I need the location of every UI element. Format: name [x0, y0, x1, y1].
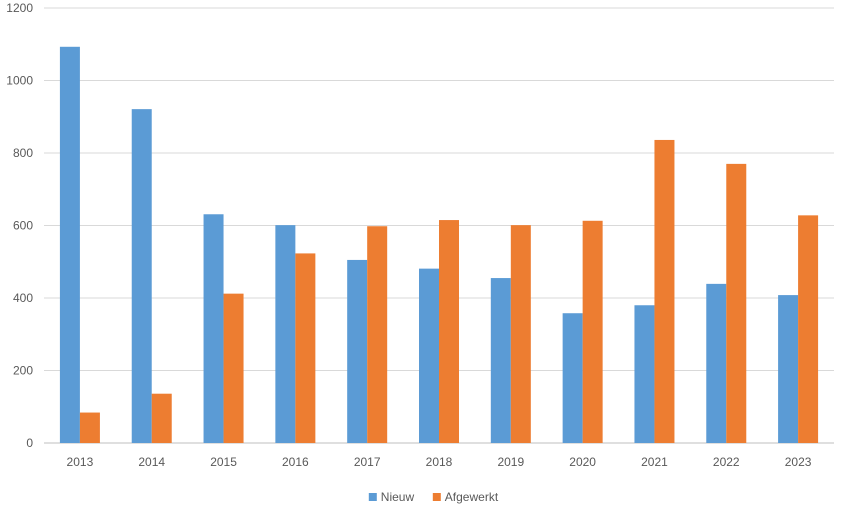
- x-tick-label: 2016: [282, 455, 309, 469]
- x-tick-label: 2021: [641, 455, 668, 469]
- bar-nieuw-2014: [131, 109, 152, 443]
- bar-afgewerkt-2013: [79, 412, 100, 443]
- bar-nieuw-2022: [706, 283, 727, 443]
- bar-nieuw-2015: [203, 214, 224, 443]
- bar-nieuw-2019: [490, 278, 511, 443]
- bar-afgewerkt-2023: [798, 215, 819, 443]
- bars: [59, 46, 819, 443]
- x-tick-label: 2023: [785, 455, 812, 469]
- legend-swatch-nieuw: [368, 493, 377, 501]
- bar-nieuw-2013: [59, 46, 80, 443]
- bar-nieuw-2021: [634, 305, 655, 443]
- bar-nieuw-2023: [778, 295, 799, 443]
- y-tick-label: 400: [13, 291, 33, 305]
- bar-afgewerkt-2014: [151, 393, 172, 443]
- bar-nieuw-2016: [275, 225, 296, 443]
- x-tick-label: 2017: [354, 455, 381, 469]
- legend-swatch-afgewerkt: [432, 493, 441, 501]
- x-tick-label: 2019: [497, 455, 524, 469]
- bar-afgewerkt-2016: [295, 253, 316, 443]
- bar-afgewerkt-2018: [439, 220, 459, 443]
- x-tick-label: 2015: [210, 455, 237, 469]
- y-tick-label: 200: [13, 364, 33, 378]
- bar-afgewerkt-2020: [582, 220, 603, 443]
- legend-label-afgewerkt: Afgewerkt: [445, 490, 499, 504]
- x-tick-label: 2013: [67, 455, 94, 469]
- y-tick-label: 1000: [6, 74, 33, 88]
- bar-nieuw-2018: [419, 268, 439, 443]
- bar-nieuw-2017: [347, 259, 368, 443]
- x-tick-label: 2014: [138, 455, 165, 469]
- x-axis: 2013 2014 2015 2016 2017 2018 2019 2020 2021 2022…: [67, 455, 812, 469]
- y-tick-label: 0: [26, 436, 33, 450]
- x-tick-label: 2022: [713, 455, 740, 469]
- y-tick-label: 600: [13, 219, 33, 233]
- y-tick-label: 800: [13, 146, 33, 160]
- x-tick-label: 2020: [569, 455, 596, 469]
- y-axis: 0 200 400 600 800 1000 1200: [6, 1, 33, 450]
- bar-nieuw-2020: [562, 313, 583, 443]
- y-tick-label: 1200: [6, 1, 33, 15]
- bar-afgewerkt-2021: [654, 139, 675, 443]
- legend: Nieuw Afgewerkt: [368, 490, 499, 504]
- bar-afgewerkt-2017: [367, 226, 388, 443]
- x-tick-label: 2018: [426, 455, 453, 469]
- bar-afgewerkt-2019: [510, 225, 531, 443]
- bar-afgewerkt-2015: [223, 293, 244, 443]
- legend-label-nieuw: Nieuw: [381, 490, 415, 504]
- bar-afgewerkt-2022: [726, 163, 747, 443]
